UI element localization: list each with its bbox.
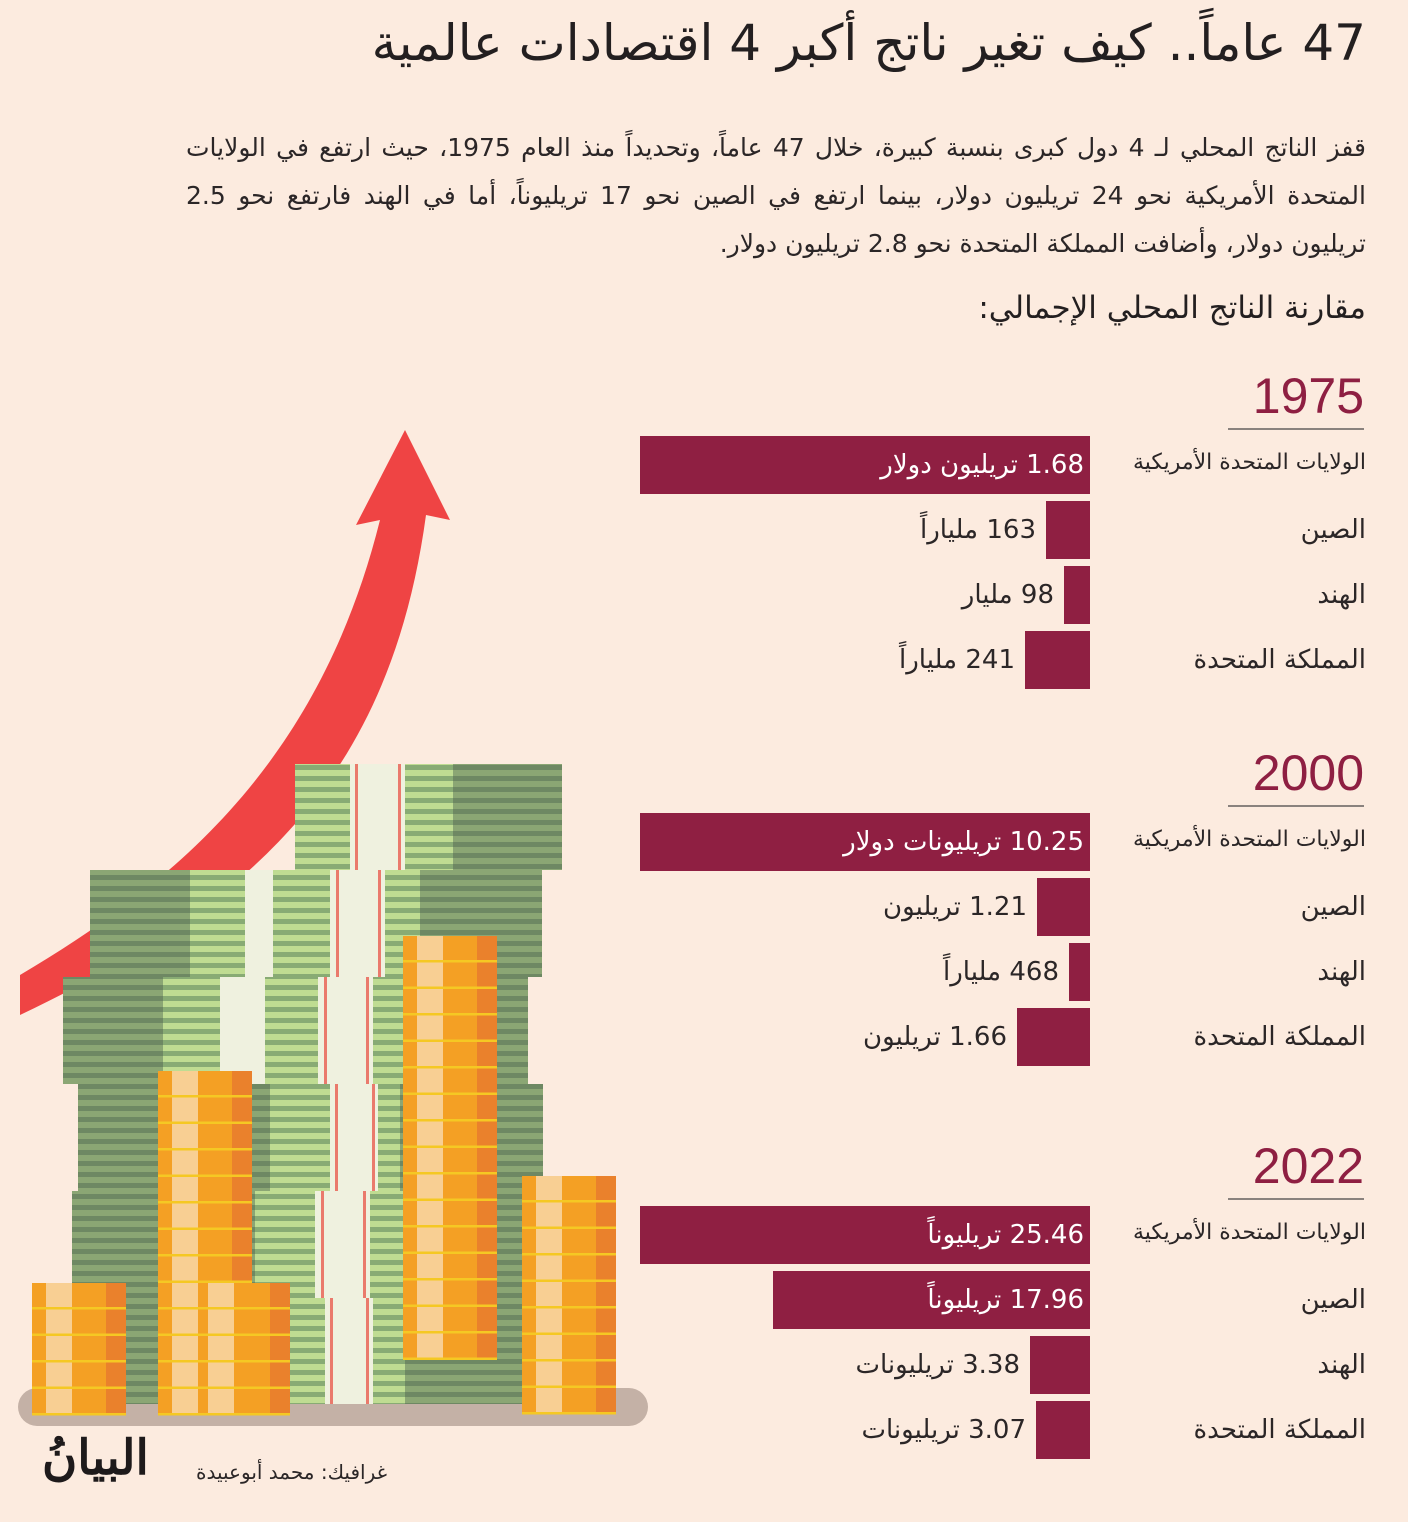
year-heading: 2022 — [1228, 1138, 1364, 1200]
value-label: 163 ملياراً — [920, 515, 1036, 545]
value-label: 98 مليار — [961, 580, 1054, 610]
gdp-bar — [1036, 1401, 1090, 1459]
value-label: 3.38 تريليونات — [855, 1350, 1021, 1380]
gdp-bar — [1030, 1336, 1090, 1394]
money-stack-icon — [63, 764, 562, 1404]
gdp-bar — [1025, 631, 1090, 689]
graphic-credit: غرافيك: محمد أبوعبيدة — [196, 1460, 388, 1484]
country-label: المملكة المتحدة — [1193, 1415, 1366, 1445]
country-label: الصين — [1300, 1285, 1366, 1315]
value-label: 1.21 تريليون — [883, 892, 1027, 922]
value-label: 10.25 تريليونات دولار — [843, 827, 1084, 857]
gdp-bar — [1046, 501, 1090, 559]
gdp-bar — [773, 1271, 1090, 1329]
bar-row: الولايات المتحدة الأمريكية 10.25 تريليونا… — [0, 813, 1408, 871]
country-label: الولايات المتحدة الأمريكية — [1133, 450, 1366, 475]
gdp-bar — [640, 1206, 1090, 1264]
bar-row: الولايات المتحدة الأمريكية 1.68 تريليون د… — [0, 436, 1408, 494]
gdp-bar — [1064, 566, 1090, 624]
country-label: المملكة المتحدة — [1193, 1022, 1366, 1052]
year-heading: 2000 — [1228, 745, 1364, 807]
gdp-bar — [1017, 1008, 1090, 1066]
country-label: الهند — [1317, 580, 1366, 610]
country-label: الهند — [1317, 957, 1366, 987]
chart-subheading: مقارنة الناتج المحلي الإجمالي: — [978, 290, 1366, 326]
growth-illustration — [18, 430, 648, 1426]
country-label: الصين — [1300, 515, 1366, 545]
gdp-bar — [640, 813, 1090, 871]
country-label: المملكة المتحدة — [1193, 645, 1366, 675]
bar-row: الولايات المتحدة الأمريكية 25.46 تريليونا… — [0, 1206, 1408, 1264]
bar-row: الهند 98 مليار — [0, 566, 1408, 624]
growth-arrow-icon — [20, 430, 450, 1015]
country-label: الهند — [1317, 1350, 1366, 1380]
value-label: 3.07 تريليونات — [861, 1415, 1027, 1445]
year-heading: 1975 — [1228, 368, 1364, 430]
bar-row: الهند 3.38 تريليونات — [0, 1336, 1408, 1394]
albayan-logo: البيانُ — [42, 1430, 149, 1486]
country-label: الصين — [1300, 892, 1366, 922]
country-label: الولايات المتحدة الأمريكية — [1133, 1220, 1366, 1245]
bar-row: الصين 17.96 تريليوناً — [0, 1271, 1408, 1329]
gdp-bar — [1037, 878, 1090, 936]
value-label: 25.46 تريليوناً — [927, 1220, 1084, 1250]
gdp-bar — [640, 436, 1090, 494]
value-label: 1.68 تريليون دولار — [880, 450, 1084, 480]
value-label: 1.66 تريليون — [863, 1022, 1007, 1052]
intro-paragraph: قفز الناتج المحلي لـ 4 دول كبرى بنسبة كب… — [186, 133, 1366, 258]
country-label: الولايات المتحدة الأمريكية — [1133, 827, 1366, 852]
value-label: 241 ملياراً — [899, 645, 1015, 675]
value-label: 17.96 تريليوناً — [927, 1285, 1084, 1315]
bar-row: المملكة المتحدة 1.66 تريليون — [0, 1008, 1408, 1066]
bar-row: المملكة المتحدة 3.07 تريليونات — [0, 1401, 1408, 1459]
coin-stacks-icon — [32, 936, 616, 1416]
page-title: 47 عاماً.. كيف تغير ناتج أكبر 4 اقتصادات… — [371, 14, 1367, 72]
bar-row: الهند 468 ملياراً — [0, 943, 1408, 1001]
bar-row: المملكة المتحدة 241 ملياراً — [0, 631, 1408, 689]
value-label: 468 ملياراً — [943, 957, 1059, 987]
bar-row: الصين 1.21 تريليون — [0, 878, 1408, 936]
gdp-bar — [1069, 943, 1090, 1001]
bar-row: الصين 163 ملياراً — [0, 501, 1408, 559]
